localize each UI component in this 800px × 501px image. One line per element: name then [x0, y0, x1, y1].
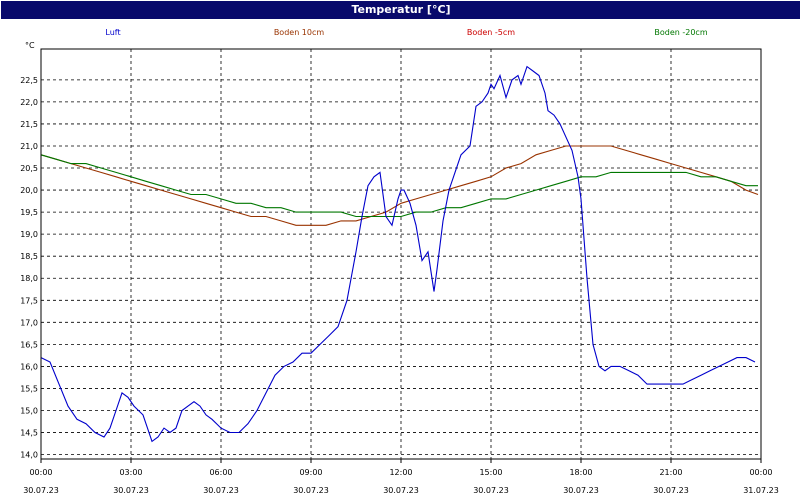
legend-entry: Luft	[105, 28, 120, 37]
y-axis: 14,0 14,5 15,0 15,5 16,0 16,5 17,0 17,5 18,0 18,5…	[20, 76, 38, 460]
chart-title: Temperatur [°C]	[1, 1, 800, 19]
x-tick-time-label: 06:00	[209, 468, 232, 477]
x-tick-time-label: 00:00	[749, 468, 772, 477]
x-tick-time-label: 00:00	[29, 468, 52, 477]
y-tick-label: 20,5	[20, 164, 38, 173]
legend-entry: Boden -20cm	[654, 28, 707, 37]
x-tick-time-label: 12:00	[389, 468, 412, 477]
x-tick-date-label: 30.07.23	[563, 486, 599, 495]
grid	[41, 49, 761, 459]
x-tick-date-label: 30.07.23	[383, 486, 419, 495]
legend-entry: Boden 10cm	[274, 28, 325, 37]
y-tick-label: 19,5	[20, 208, 38, 217]
y-tick-label: 18,5	[20, 252, 38, 261]
y-tick-label: 15,5	[20, 384, 38, 393]
y-tick-label: 14,5	[20, 429, 38, 438]
legend: Luft Boden 10cm Boden -5cm Boden -20cm	[105, 28, 707, 37]
y-tick-label: 16,5	[20, 340, 38, 349]
x-tick-date-label: 30.07.23	[653, 486, 689, 495]
x-axis: 00:00 30.07.23 03:00 30.07.23 06:00 30.07.23 0…	[23, 459, 779, 495]
x-tick-time-label: 09:00	[299, 468, 322, 477]
y-tick-label: 22,0	[20, 98, 38, 107]
x-tick-time-label: 15:00	[479, 468, 502, 477]
series-line-boden-10cm	[40, 145, 759, 226]
x-tick-date-label: 30.07.23	[203, 486, 239, 495]
temperature-chart: Luft Boden 10cm Boden -5cm Boden -20cm 14,0…	[20, 28, 779, 495]
y-tick-label: 17,5	[20, 296, 38, 305]
y-tick-label: 21,0	[20, 142, 38, 151]
x-tick-time-label: 03:00	[119, 468, 142, 477]
y-tick-label: 20,0	[20, 186, 38, 195]
y-tick-label: 15,0	[20, 407, 38, 416]
x-tick-date-label: 30.07.23	[113, 486, 149, 495]
x-tick-time-label: 21:00	[659, 468, 682, 477]
y-tick-label: 17,0	[20, 318, 38, 327]
x-tick-date-label: 30.07.23	[23, 486, 59, 495]
series-line-luft	[40, 65, 756, 443]
y-axis-unit: °C	[25, 41, 35, 50]
y-tick-label: 16,0	[20, 362, 38, 371]
y-tick-label: 22,5	[20, 76, 38, 85]
legend-entry: Boden -5cm	[467, 28, 515, 37]
x-tick-date-label: 31.07.23	[743, 486, 779, 495]
x-tick-date-label: 30.07.23	[293, 486, 329, 495]
plot-frame	[40, 48, 762, 460]
y-tick-label: 18,0	[20, 274, 38, 283]
x-tick-date-label: 30.07.23	[473, 486, 509, 495]
x-tick-time-label: 18:00	[569, 468, 592, 477]
series-lines	[40, 65, 759, 443]
series-line-boden-20cm	[40, 154, 758, 218]
y-tick-label: 19,0	[20, 230, 38, 239]
y-tick-label: 14,0	[20, 451, 38, 460]
y-tick-label: 21,5	[20, 120, 38, 129]
